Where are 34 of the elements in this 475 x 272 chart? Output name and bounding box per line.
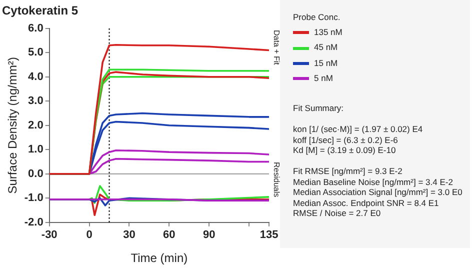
y-tick-label: -2.0 xyxy=(24,216,44,228)
text: Kd [M] = (3.19 ± 0.09) E-10 xyxy=(293,145,396,155)
y-tick-label: -1.0 xyxy=(24,192,44,204)
text: koff [1/sec] = (6.3 ± 0.2) E-6 xyxy=(293,134,398,144)
y-tick-label: 4.0 xyxy=(28,70,44,83)
y-axis-title: Surface Density (ng/mm²) xyxy=(6,57,20,194)
y-tick-label: 1.0 xyxy=(28,144,44,156)
text: Fit RMSE [ng/mm²] = 9.3 E-2 xyxy=(293,166,402,176)
y-tick-label: 2.0 xyxy=(28,119,44,132)
text: Median Association Signal [ng/mm²] = 3.0 E0 xyxy=(293,187,462,197)
text: Residuals xyxy=(272,162,281,198)
legend-label: 5 nM xyxy=(314,72,333,83)
x-tick-label: 135 xyxy=(260,229,278,242)
text: kon [1/ (sec·M)] = (1.97 ± 0.02) E4 xyxy=(293,124,423,134)
y-tick-label: 6.0 xyxy=(28,22,44,34)
text: RMSE / Noise = 2.7 E0 xyxy=(293,208,381,218)
text: Fit Summary: xyxy=(293,103,344,113)
x-tick-label: -30 xyxy=(41,229,58,242)
chart-title: Cytokeratin 5 xyxy=(2,4,78,18)
legend-label: 135 nM xyxy=(314,27,342,37)
legend-title: Probe Conc. xyxy=(293,12,340,22)
y-tick-label: 3.0 xyxy=(28,95,44,108)
text: Median Baseline Noise [ng/mm²] = 3.4 E-2 xyxy=(293,176,453,186)
x-tick-label: 90 xyxy=(202,229,216,242)
legend-label: 45 nM xyxy=(314,42,338,52)
legend-label: 15 nM xyxy=(314,58,338,68)
text: Median Assoc. Endpoint SNR = 8.4 E1 xyxy=(293,198,439,208)
x-axis-title: Time (min) xyxy=(130,251,188,266)
text: Data + Fit xyxy=(272,30,281,66)
x-tick-label: 60 xyxy=(163,229,176,242)
x-tick-label: 30 xyxy=(123,229,136,242)
y-tick-label: 0.0 xyxy=(28,168,44,180)
x-tick-label: 0 xyxy=(86,229,92,242)
y-tick-label: 5.0 xyxy=(28,46,44,59)
